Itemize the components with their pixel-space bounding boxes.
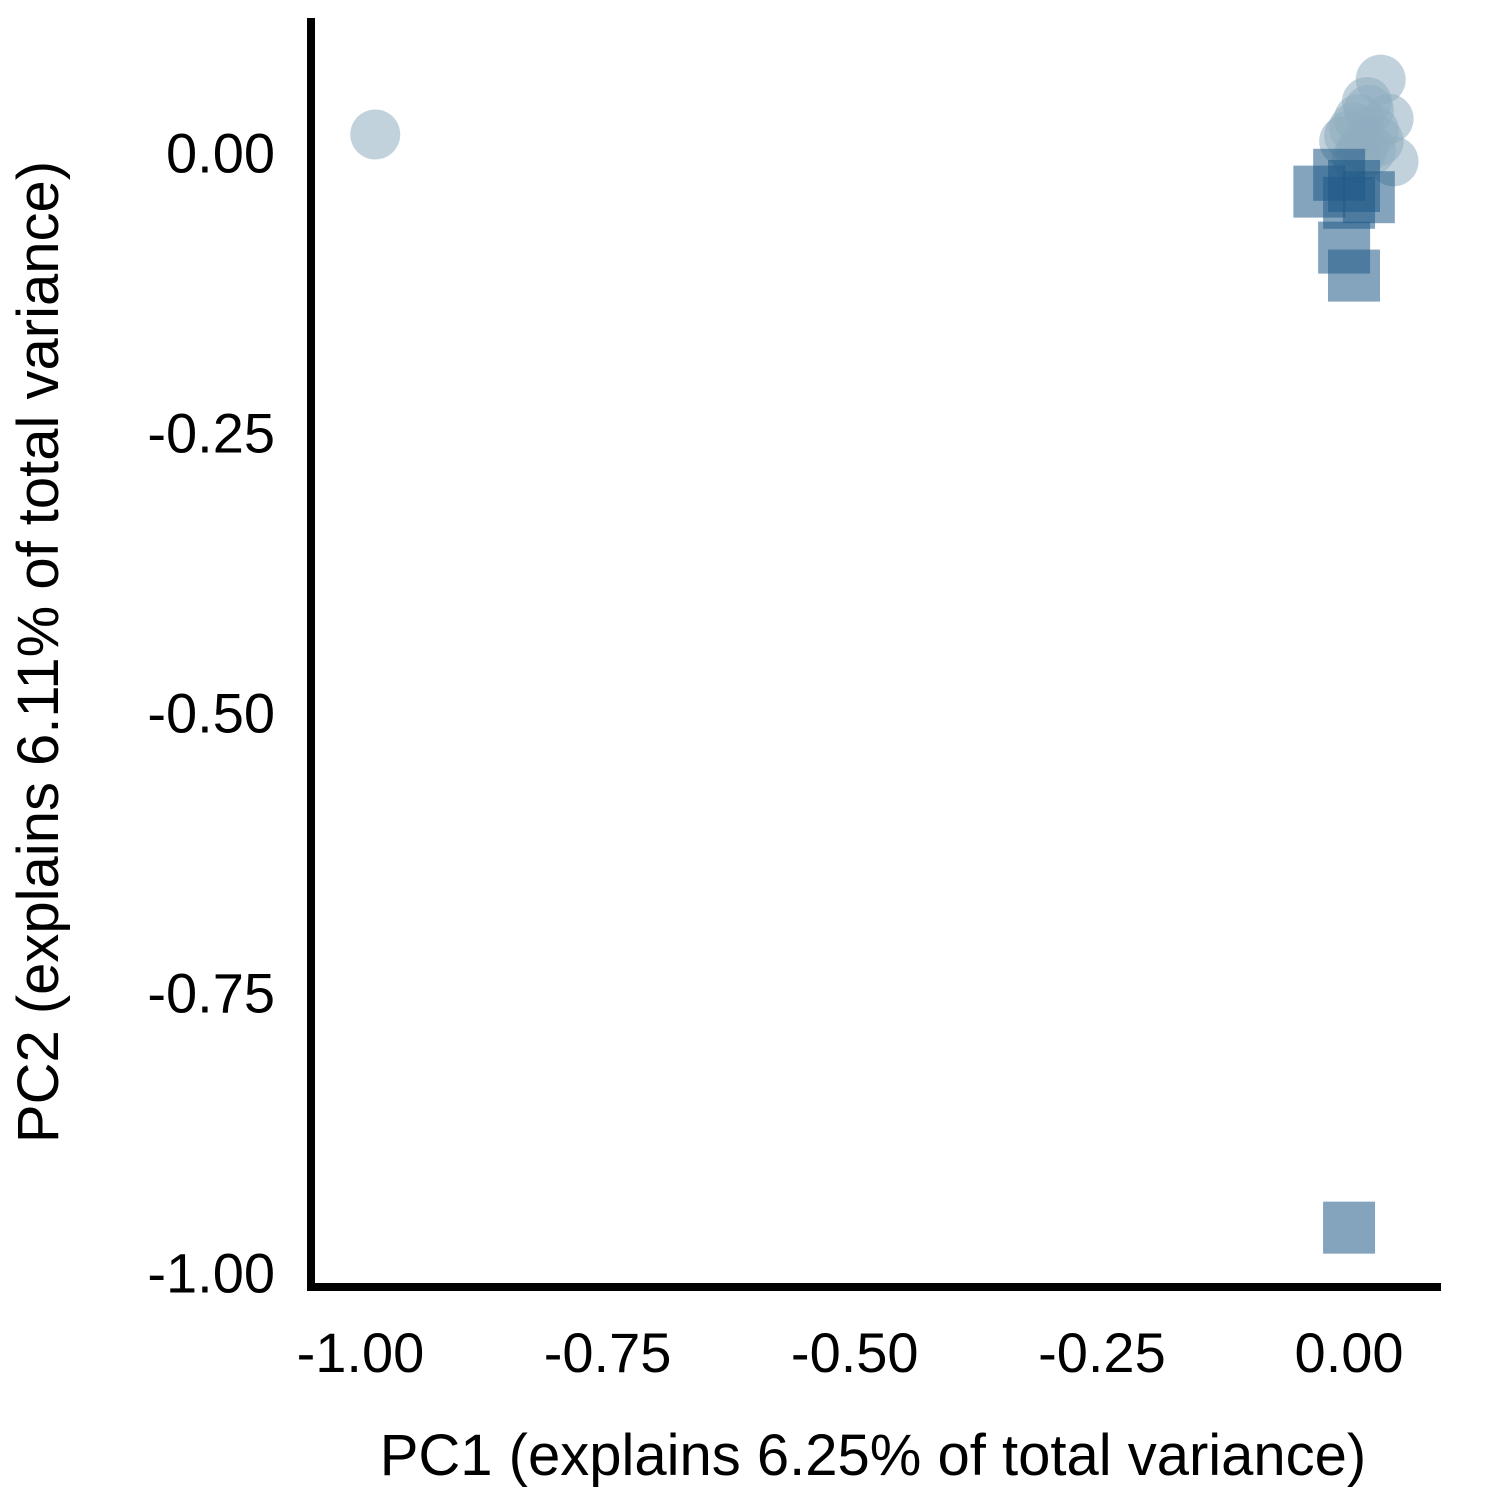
x-ticks: -1.00 -0.75 -0.50 -0.25 0.00 <box>297 1321 1404 1384</box>
points-layer <box>350 54 1419 1254</box>
x-axis-title: PC1 (explains 6.25% of total variance) <box>380 1423 1367 1488</box>
x-tick-label: -0.75 <box>544 1321 672 1384</box>
y-axis-title: PC2 (explains 6.11% of total variance) <box>6 161 71 1143</box>
x-tick-label: -0.50 <box>791 1321 919 1384</box>
y-ticks: -1.00 -0.75 -0.50 -0.25 0.00 <box>147 121 275 1304</box>
x-tick-label: -0.25 <box>1038 1321 1166 1384</box>
data-point-circle <box>1341 77 1392 128</box>
y-tick-label: -1.00 <box>147 1241 275 1304</box>
data-point-square <box>1323 1201 1376 1254</box>
x-tick-label: 0.00 <box>1295 1321 1404 1384</box>
y-tick-label: 0.00 <box>166 121 275 184</box>
y-tick-label: -0.50 <box>147 681 275 744</box>
x-tick-label: -1.00 <box>297 1321 425 1384</box>
data-point-circle <box>350 109 401 160</box>
data-point-square <box>1328 160 1381 213</box>
y-tick-label: -0.75 <box>147 961 275 1024</box>
data-point-square <box>1328 249 1381 302</box>
y-tick-label: -0.25 <box>147 401 275 464</box>
